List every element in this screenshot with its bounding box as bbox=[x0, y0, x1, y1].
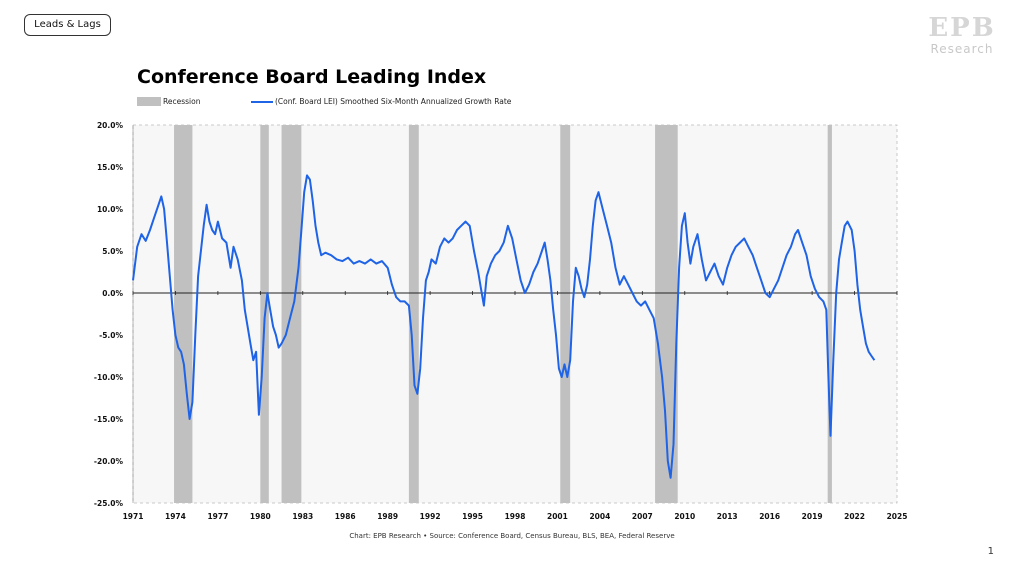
logo-mark: EPB bbox=[928, 13, 996, 43]
logo-wordmark: Research bbox=[930, 42, 994, 56]
legend-item-lei: (Conf. Board LEI) Smoothed Six-Month Ann… bbox=[251, 97, 511, 106]
epb-research-logo: EPB Research bbox=[926, 14, 998, 60]
recession-band-4 bbox=[560, 125, 571, 503]
x-tick-label: 1992 bbox=[420, 512, 441, 521]
x-tick-label: 1989 bbox=[377, 512, 398, 521]
recession-band-3 bbox=[408, 125, 419, 503]
y-tick-label: 15.0% bbox=[97, 163, 124, 172]
x-tick-label: 1995 bbox=[462, 512, 483, 521]
legend-label-recession: Recession bbox=[163, 97, 201, 106]
lei-line-swatch bbox=[251, 100, 273, 103]
x-tick-label: 1971 bbox=[123, 512, 144, 521]
x-tick-label: 2022 bbox=[844, 512, 865, 521]
x-tick-label: 1986 bbox=[335, 512, 356, 521]
x-tick-label: 2019 bbox=[802, 512, 823, 521]
x-tick-label: 1977 bbox=[207, 512, 228, 521]
x-tick-label: 2007 bbox=[632, 512, 653, 521]
chart-title: Conference Board Leading Index bbox=[137, 66, 487, 88]
recession-band-5 bbox=[655, 125, 678, 503]
x-tick-label: 1980 bbox=[250, 512, 271, 521]
y-tick-label: -10.0% bbox=[94, 373, 124, 382]
x-tick-label: 1983 bbox=[292, 512, 313, 521]
x-tick-label: 2013 bbox=[717, 512, 738, 521]
y-tick-label: 5.0% bbox=[102, 247, 123, 256]
y-tick-label: -15.0% bbox=[94, 415, 124, 424]
x-tick-label: 2016 bbox=[759, 512, 780, 521]
recession-swatch bbox=[137, 97, 161, 106]
x-tick-label: 2004 bbox=[589, 512, 610, 521]
y-tick-label: 10.0% bbox=[97, 205, 124, 214]
source-note: Chart: EPB Research • Source: Conference… bbox=[349, 532, 675, 540]
legend-item-recession: Recession bbox=[137, 97, 200, 106]
x-tick-label: 2001 bbox=[547, 512, 568, 521]
y-tick-label: -5.0% bbox=[99, 331, 123, 340]
x-tick-label: 1998 bbox=[505, 512, 526, 521]
legend-label-lei: (Conf. Board LEI) Smoothed Six-Month Ann… bbox=[275, 97, 512, 106]
y-tick-label: 0.0% bbox=[102, 289, 123, 298]
x-tick-label: 2025 bbox=[887, 512, 908, 521]
recession-band-0 bbox=[174, 125, 193, 503]
y-tick-label: -20.0% bbox=[94, 457, 124, 466]
y-tick-label: 20.0% bbox=[97, 121, 124, 130]
leads-lags-tag[interactable]: Leads & Lags bbox=[24, 14, 111, 36]
plot-area bbox=[133, 125, 897, 503]
x-tick-label: 1974 bbox=[165, 512, 186, 521]
lei-growth-line bbox=[132, 174, 876, 479]
page-number: 1 bbox=[987, 546, 994, 557]
y-tick-label: -25.0% bbox=[94, 499, 124, 508]
recession-band-6 bbox=[827, 125, 832, 503]
x-tick-label: 2010 bbox=[674, 512, 695, 521]
